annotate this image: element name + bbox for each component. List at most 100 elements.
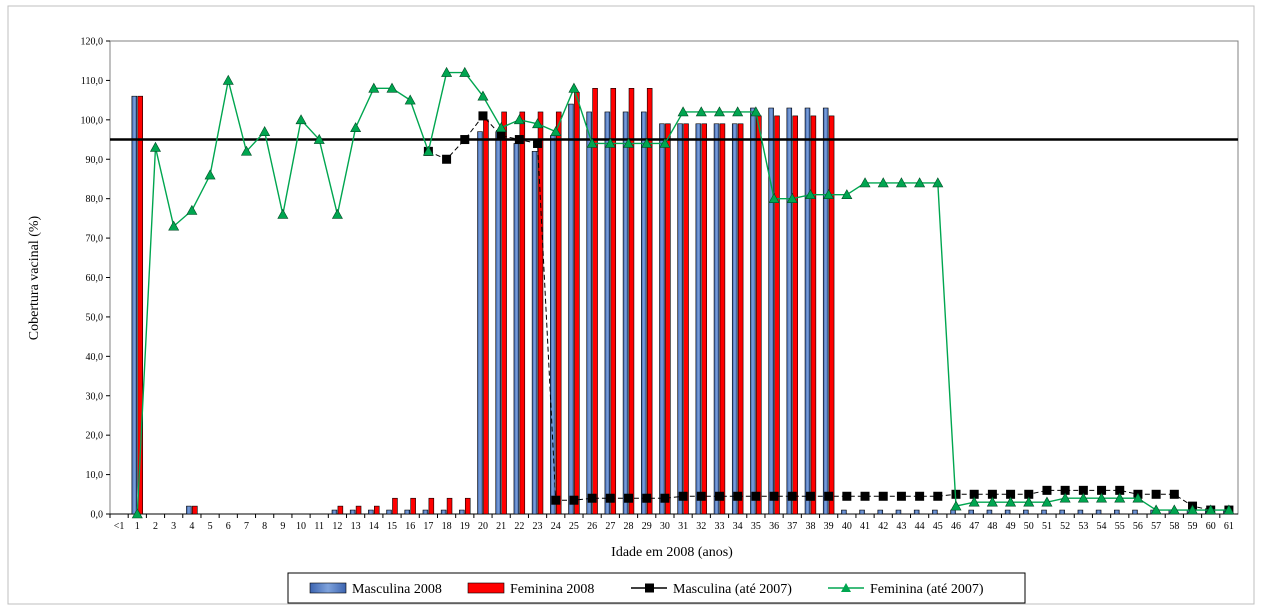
bar-feminina-2008 bbox=[756, 115, 762, 515]
point-masculina-ate-2007 bbox=[842, 491, 852, 501]
point-feminina-ate-2007 bbox=[331, 208, 343, 219]
x-tick-label: 8 bbox=[262, 521, 267, 532]
x-tick-label: 38 bbox=[805, 521, 815, 532]
point-feminina-ate-2007 bbox=[877, 177, 889, 188]
point-masculina-ate-2007 bbox=[478, 111, 488, 121]
point-masculina-ate-2007 bbox=[1097, 485, 1107, 495]
point-feminina-ate-2007 bbox=[986, 496, 998, 507]
point-masculina-ate-2007 bbox=[442, 154, 452, 164]
x-tick-label: <1 bbox=[114, 521, 125, 532]
bar-masculina-2008 bbox=[986, 509, 993, 515]
bar-masculina-2008 bbox=[1077, 509, 1084, 515]
x-tick-label: 49 bbox=[1006, 521, 1016, 532]
bar-masculina-2008 bbox=[622, 111, 629, 515]
legend-marker-feminina-ate-2007 bbox=[841, 583, 851, 592]
bar-masculina-2008 bbox=[1059, 509, 1065, 515]
bar-masculina-2008 bbox=[386, 509, 392, 515]
x-tick-label: 48 bbox=[987, 521, 997, 532]
point-feminina-ate-2007 bbox=[532, 118, 544, 129]
legend-marker-masculina-ate-2007 bbox=[645, 583, 654, 593]
point-feminina-ate-2007 bbox=[295, 114, 307, 125]
x-tick-label: 4 bbox=[189, 521, 194, 532]
point-masculina-ate-2007 bbox=[1060, 485, 1070, 495]
point-masculina-ate-2007 bbox=[1006, 489, 1016, 499]
x-tick-label: 60 bbox=[1206, 521, 1216, 532]
point-masculina-ate-2007 bbox=[751, 491, 761, 501]
point-feminina-ate-2007 bbox=[1223, 504, 1235, 515]
point-feminina-ate-2007 bbox=[1059, 492, 1071, 503]
bar-masculina-2008 bbox=[459, 509, 465, 515]
bar-masculina-2008 bbox=[568, 103, 574, 515]
bar-feminina-2008 bbox=[446, 497, 453, 515]
point-feminina-ate-2007 bbox=[950, 500, 962, 511]
point-feminina-ate-2007 bbox=[804, 189, 816, 200]
bar-masculina-2008 bbox=[1132, 509, 1138, 515]
point-feminina-ate-2007 bbox=[441, 66, 453, 77]
bar-masculina-2008 bbox=[932, 509, 938, 515]
x-tick-label: 17 bbox=[423, 521, 433, 532]
y-tick-label: 70,0 bbox=[86, 234, 104, 245]
x-tick-label: 61 bbox=[1224, 521, 1234, 532]
x-tick-label: 5 bbox=[208, 521, 213, 532]
point-feminina-ate-2007 bbox=[168, 220, 180, 231]
point-masculina-ate-2007 bbox=[496, 131, 506, 141]
bar-feminina-2008 bbox=[646, 88, 653, 515]
point-masculina-ate-2007 bbox=[587, 493, 597, 503]
x-tick-label: 53 bbox=[1078, 521, 1088, 532]
point-feminina-ate-2007 bbox=[1041, 496, 1053, 507]
point-feminina-ate-2007 bbox=[1096, 492, 1108, 503]
bar-feminina-2008 bbox=[337, 505, 344, 515]
bar-feminina-2008 bbox=[501, 111, 507, 515]
x-tick-label: 16 bbox=[405, 521, 415, 532]
bar-masculina-2008 bbox=[695, 123, 702, 515]
x-tick-label: 20 bbox=[478, 521, 488, 532]
x-tick-label: 11 bbox=[314, 521, 324, 532]
y-axis-title: Cobertura vacinal (%) bbox=[27, 215, 42, 340]
point-masculina-ate-2007 bbox=[624, 493, 634, 503]
point-masculina-ate-2007 bbox=[533, 138, 543, 148]
point-masculina-ate-2007 bbox=[915, 491, 925, 501]
bar-masculina-2008 bbox=[659, 123, 665, 515]
x-tick-label: 46 bbox=[951, 521, 961, 532]
x-tick-label: 41 bbox=[860, 521, 870, 532]
y-tick-label: 110,0 bbox=[81, 76, 103, 87]
bar-masculina-2008 bbox=[440, 509, 447, 515]
x-tick-label: 18 bbox=[442, 521, 452, 532]
x-tick-label: 45 bbox=[933, 521, 943, 532]
x-tick-label: 26 bbox=[587, 521, 597, 532]
y-tick-label: 60,0 bbox=[86, 273, 104, 284]
point-feminina-ate-2007 bbox=[641, 137, 653, 148]
point-feminina-ate-2007 bbox=[404, 94, 416, 105]
point-feminina-ate-2007 bbox=[1005, 496, 1017, 507]
bar-masculina-2008 bbox=[1004, 509, 1011, 515]
bar-masculina-2008 bbox=[422, 509, 429, 515]
bar-feminina-2008 bbox=[701, 123, 708, 515]
x-tick-label: 37 bbox=[787, 521, 797, 532]
x-tick-label: 40 bbox=[842, 521, 852, 532]
bar-feminina-2008 bbox=[828, 115, 835, 515]
point-feminina-ate-2007 bbox=[768, 193, 780, 203]
point-masculina-ate-2007 bbox=[1042, 485, 1052, 495]
point-feminina-ate-2007 bbox=[914, 177, 926, 188]
bar-feminina-2008 bbox=[428, 497, 435, 515]
point-feminina-ate-2007 bbox=[459, 66, 471, 77]
x-tick-label: 54 bbox=[1097, 521, 1107, 532]
legend-swatch-masculina-2008 bbox=[309, 582, 347, 594]
bar-feminina-2008 bbox=[483, 119, 489, 515]
x-tick-label: 6 bbox=[226, 521, 231, 532]
x-tick-label: 21 bbox=[496, 521, 506, 532]
point-feminina-ate-2007 bbox=[240, 145, 252, 156]
point-masculina-ate-2007 bbox=[514, 135, 524, 145]
x-tick-label: 10 bbox=[296, 521, 306, 532]
point-feminina-ate-2007 bbox=[623, 137, 635, 148]
bar-feminina-2008 bbox=[774, 115, 780, 515]
point-feminina-ate-2007 bbox=[695, 106, 707, 117]
bar-feminina-2008 bbox=[610, 88, 617, 515]
point-feminina-ate-2007 bbox=[732, 106, 744, 117]
x-tick-label: 23 bbox=[533, 521, 543, 532]
point-masculina-ate-2007 bbox=[714, 491, 724, 501]
bar-masculina-2008 bbox=[804, 107, 811, 515]
point-feminina-ate-2007 bbox=[786, 193, 798, 203]
point-feminina-ate-2007 bbox=[1205, 504, 1217, 515]
